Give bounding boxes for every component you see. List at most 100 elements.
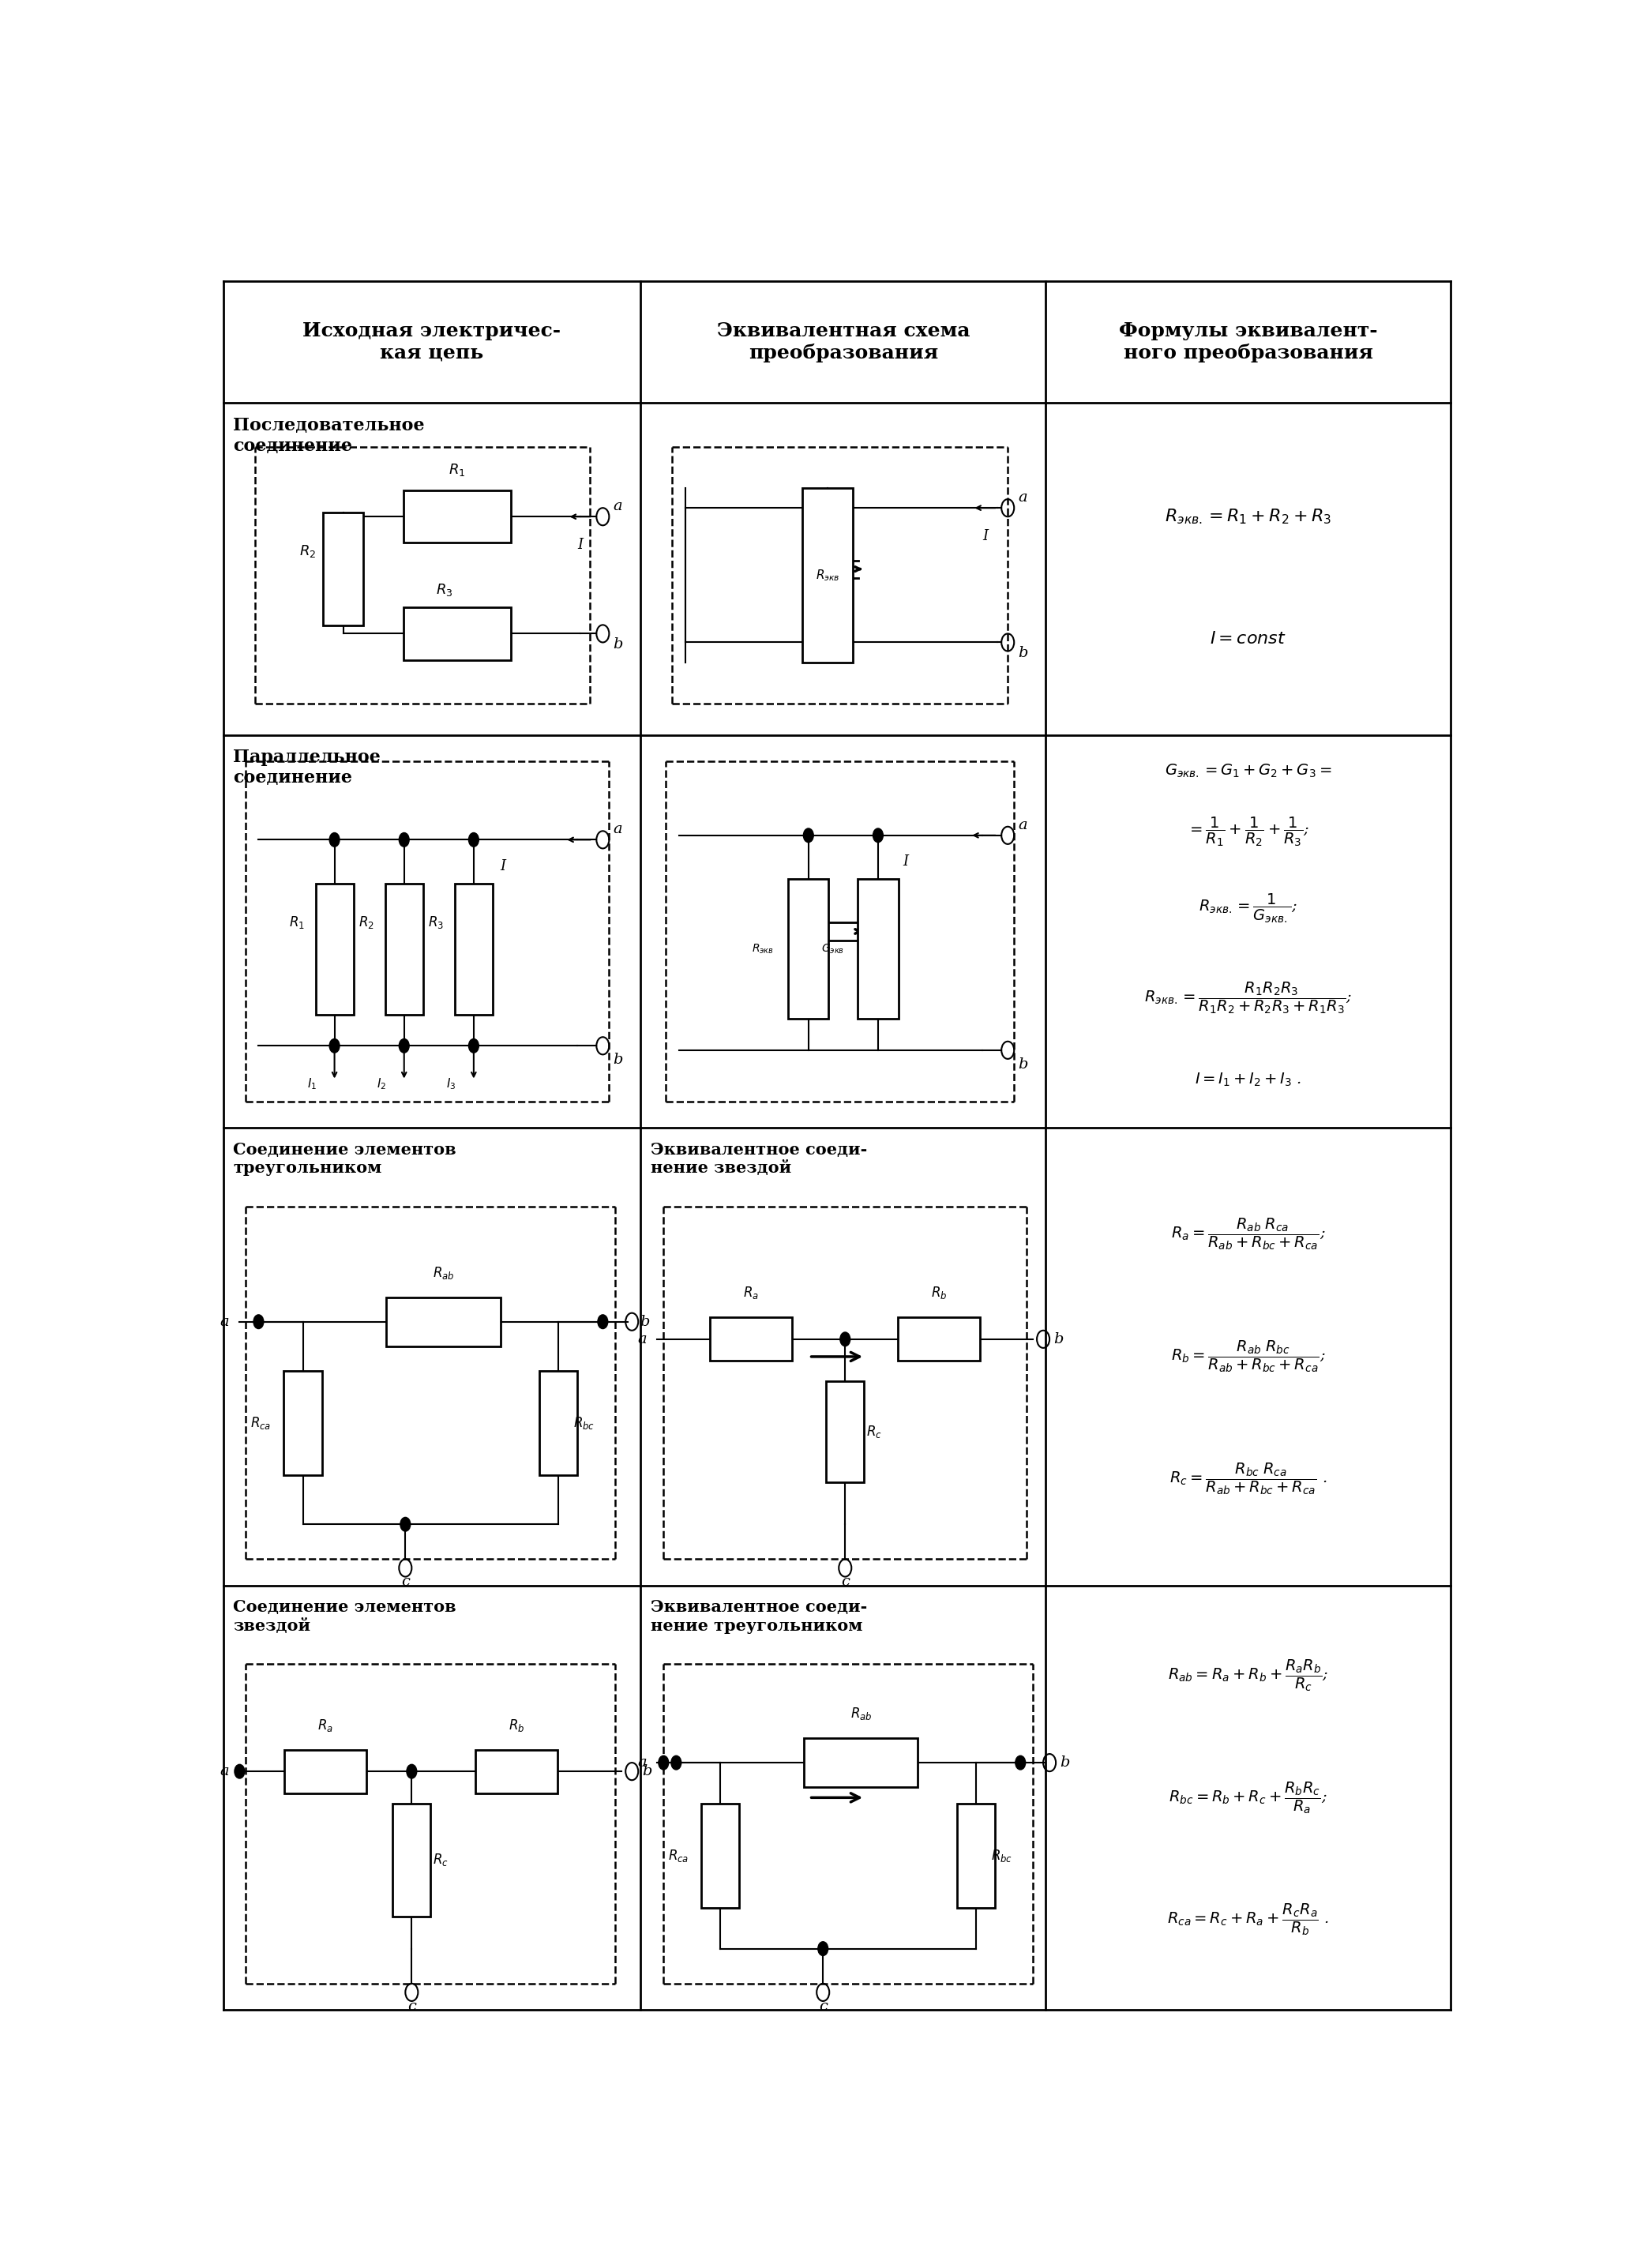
Text: I: I	[981, 528, 988, 542]
Text: $R_{ca}$: $R_{ca}$	[251, 1415, 271, 1431]
Text: $R_2$: $R_2$	[299, 544, 317, 560]
Text: $R_3$: $R_3$	[436, 583, 452, 599]
Circle shape	[469, 832, 478, 846]
Circle shape	[874, 828, 883, 841]
Text: b: b	[612, 1052, 622, 1066]
Text: $R_b = \dfrac{R_{ab}\; R_{bc}}{R_{ab}+R_{bc}+R_{ca}}$;: $R_b = \dfrac{R_{ab}\; R_{bc}}{R_{ab}+R_…	[1171, 1338, 1326, 1374]
Text: I: I	[500, 860, 506, 873]
Text: a: a	[637, 1331, 647, 1347]
Text: I: I	[903, 855, 908, 869]
Text: a: a	[220, 1765, 229, 1778]
Text: a: a	[220, 1315, 229, 1329]
Text: $R_{экв}$: $R_{экв}$	[815, 567, 839, 583]
Text: c: c	[407, 1998, 416, 2014]
Circle shape	[803, 828, 813, 841]
Text: a: a	[637, 1755, 647, 1769]
Text: $R_c$: $R_c$	[433, 1853, 449, 1869]
Circle shape	[400, 1517, 410, 1531]
Circle shape	[330, 1039, 340, 1052]
Text: c: c	[402, 1574, 410, 1590]
Bar	[284, 1749, 367, 1794]
Bar	[826, 1381, 864, 1483]
Text: $R_c = \dfrac{R_{bc}\; R_{ca}}{R_{ab}+R_{bc}+R_{ca}}$ .: $R_c = \dfrac{R_{bc}\; R_{ca}}{R_{ab}+R_…	[1169, 1461, 1328, 1497]
Bar	[475, 1749, 558, 1794]
Text: Формулы эквивалент-
ного преобразования: Формулы эквивалент- ного преобразования	[1119, 322, 1378, 363]
Text: $R_1$: $R_1$	[289, 914, 304, 930]
Circle shape	[818, 1941, 828, 1955]
Text: a: a	[614, 499, 622, 513]
Bar	[392, 1803, 431, 1916]
Bar	[857, 880, 898, 1018]
Text: $R_b$: $R_b$	[508, 1717, 524, 1733]
Circle shape	[330, 832, 340, 846]
Circle shape	[469, 1039, 478, 1052]
Bar	[385, 882, 423, 1014]
Text: $R_{bc}$: $R_{bc}$	[573, 1415, 594, 1431]
Bar	[403, 608, 511, 660]
Text: $I = const$: $I = const$	[1210, 631, 1287, 649]
Text: $=\dfrac{1}{R_1} + \dfrac{1}{R_2} + \dfrac{1}{R_3}$;: $=\dfrac{1}{R_1} + \dfrac{1}{R_2} + \dfr…	[1187, 816, 1310, 848]
Text: a: a	[1019, 819, 1027, 832]
Text: b: b	[1017, 1057, 1027, 1070]
Circle shape	[398, 1039, 410, 1052]
Text: $R_{экв.} = \dfrac{1}{G_{экв.}}$;: $R_{экв.} = \dfrac{1}{G_{экв.}}$;	[1199, 891, 1298, 925]
Text: $R_{ca}$: $R_{ca}$	[668, 1848, 689, 1864]
Bar	[387, 1297, 500, 1347]
Circle shape	[671, 1755, 681, 1769]
Text: b: b	[1053, 1331, 1063, 1347]
Text: c: c	[841, 1574, 849, 1590]
Text: Соединение элементов
звездой: Соединение элементов звездой	[234, 1599, 456, 1633]
Text: $R_1$: $R_1$	[449, 463, 465, 476]
Text: Исходная электричес-
кая цепь: Исходная электричес- кая цепь	[302, 322, 562, 363]
Bar	[789, 880, 828, 1018]
Text: $R_{экв.}= R_1 + R_2 + R_3$: $R_{экв.}= R_1 + R_2 + R_3$	[1164, 508, 1331, 526]
Bar	[323, 513, 364, 626]
Circle shape	[1016, 1755, 1026, 1769]
Circle shape	[658, 1755, 668, 1769]
Text: $R_{ab}= R_a + R_b + \dfrac{R_a R_b}{R_c}$;: $R_{ab}= R_a + R_b + \dfrac{R_a R_b}{R_c…	[1168, 1658, 1329, 1692]
Text: a: a	[1019, 490, 1027, 503]
Bar	[284, 1370, 322, 1476]
Text: $R_{ab}$: $R_{ab}$	[433, 1266, 454, 1281]
Bar	[803, 1737, 918, 1787]
Circle shape	[235, 1765, 245, 1778]
Text: Эквивалентная схема
преобразования: Эквивалентная схема преобразования	[717, 322, 970, 363]
Text: $G_{экв.}= G_1 + G_2 + G_3=$: $G_{экв.}= G_1 + G_2 + G_3=$	[1164, 762, 1333, 780]
Text: $R_{bc}= R_b + R_c + \dfrac{R_b R_c}{R_a}$;: $R_{bc}= R_b + R_c + \dfrac{R_b R_c}{R_a…	[1169, 1780, 1328, 1814]
Text: $R_{экв.} = \dfrac{R_1 R_2 R_3}{R_1 R_2 + R_2 R_3 + R_1 R_3}$;: $R_{экв.} = \dfrac{R_1 R_2 R_3}{R_1 R_2 …	[1145, 980, 1352, 1016]
Text: b: b	[1017, 646, 1027, 660]
Text: $R_3$: $R_3$	[428, 914, 444, 930]
Text: $R_a$: $R_a$	[743, 1286, 759, 1302]
Text: $R_a = \dfrac{R_{ab}\; R_{ca}}{R_{ab}+R_{bc}+R_{ca}}$;: $R_a = \dfrac{R_{ab}\; R_{ca}}{R_{ab}+R_…	[1171, 1216, 1326, 1252]
Bar	[315, 882, 353, 1014]
Text: $I_3$: $I_3$	[446, 1077, 456, 1091]
Text: $R_{bc}$: $R_{bc}$	[991, 1848, 1012, 1864]
Bar	[957, 1803, 994, 1907]
Text: $R_b$: $R_b$	[931, 1286, 947, 1302]
Text: c: c	[818, 1998, 828, 2014]
Bar	[710, 1318, 792, 1361]
Text: Параллельное
соединение: Параллельное соединение	[234, 748, 380, 787]
Text: $R_2$: $R_2$	[358, 914, 374, 930]
Text: $R_c$: $R_c$	[867, 1424, 882, 1440]
Bar	[539, 1370, 578, 1476]
Circle shape	[253, 1315, 263, 1329]
Text: b: b	[640, 1315, 650, 1329]
Text: b: b	[1060, 1755, 1070, 1769]
Circle shape	[398, 832, 410, 846]
Text: $R_{ab}$: $R_{ab}$	[851, 1706, 872, 1721]
Bar	[898, 1318, 980, 1361]
Text: Эквивалентное соеди-
нение треугольником: Эквивалентное соеди- нение треугольником	[652, 1599, 867, 1633]
Text: $I_2$: $I_2$	[377, 1077, 385, 1091]
Text: $R_{ca}= R_c + R_a + \dfrac{R_c R_a}{R_b}$ .: $R_{ca}= R_c + R_a + \dfrac{R_c R_a}{R_b…	[1168, 1903, 1329, 1937]
Bar	[454, 882, 493, 1014]
Text: $G_{экв}$: $G_{экв}$	[821, 943, 844, 955]
Text: b: b	[642, 1765, 652, 1778]
Text: Эквивалентное соеди-
нение звездой: Эквивалентное соеди- нение звездой	[652, 1141, 867, 1177]
Text: Последовательное
соединение: Последовательное соединение	[234, 417, 425, 454]
Circle shape	[839, 1331, 851, 1347]
Bar	[702, 1803, 740, 1907]
Text: Соединение элементов
треугольником: Соединение элементов треугольником	[234, 1141, 456, 1177]
Text: a: a	[614, 821, 622, 837]
Text: $I_1$: $I_1$	[307, 1077, 317, 1091]
